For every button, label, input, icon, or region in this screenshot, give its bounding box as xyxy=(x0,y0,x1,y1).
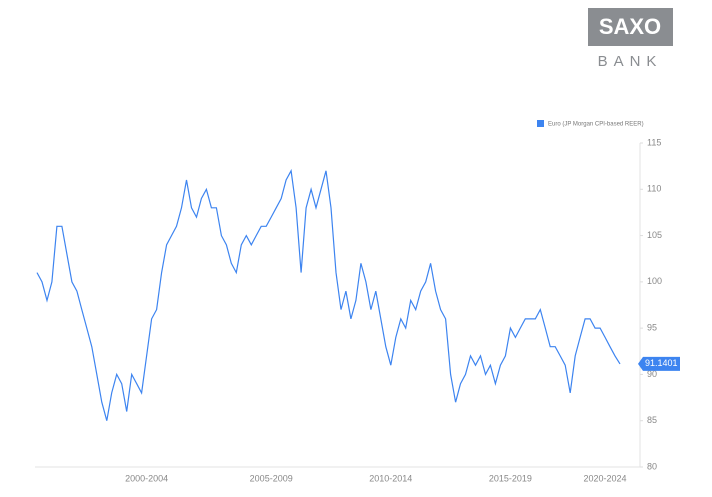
logo-top: SAXO xyxy=(599,14,661,39)
y-tick-label: 115 xyxy=(647,137,661,147)
y-tick-label: 80 xyxy=(647,461,657,471)
logo-box xyxy=(588,8,673,46)
y-tick-label: 90 xyxy=(647,369,657,379)
y-tick-label: 100 xyxy=(647,276,662,286)
x-tick-label: 2005-2009 xyxy=(250,473,293,483)
last-value-label: 91.1401 xyxy=(645,358,678,368)
y-tick-label: 105 xyxy=(647,230,662,240)
series-line xyxy=(36,168,621,421)
x-tick-label: 2010-2014 xyxy=(369,473,412,483)
x-tick-label: 2000-2004 xyxy=(125,473,168,483)
y-tick-label: 85 xyxy=(647,415,657,425)
y-tick-label: 95 xyxy=(647,323,657,333)
x-tick-label: 2020-2024 xyxy=(584,473,627,483)
logo-bottom: BANK xyxy=(598,53,663,70)
y-tick-label: 110 xyxy=(647,184,661,194)
legend-label: Euro (JP Morgan CPI-based REER) xyxy=(548,122,644,128)
legend-swatch xyxy=(537,120,544,127)
last-value-tag xyxy=(638,356,680,371)
x-tick-label: 2015-2019 xyxy=(489,473,532,483)
